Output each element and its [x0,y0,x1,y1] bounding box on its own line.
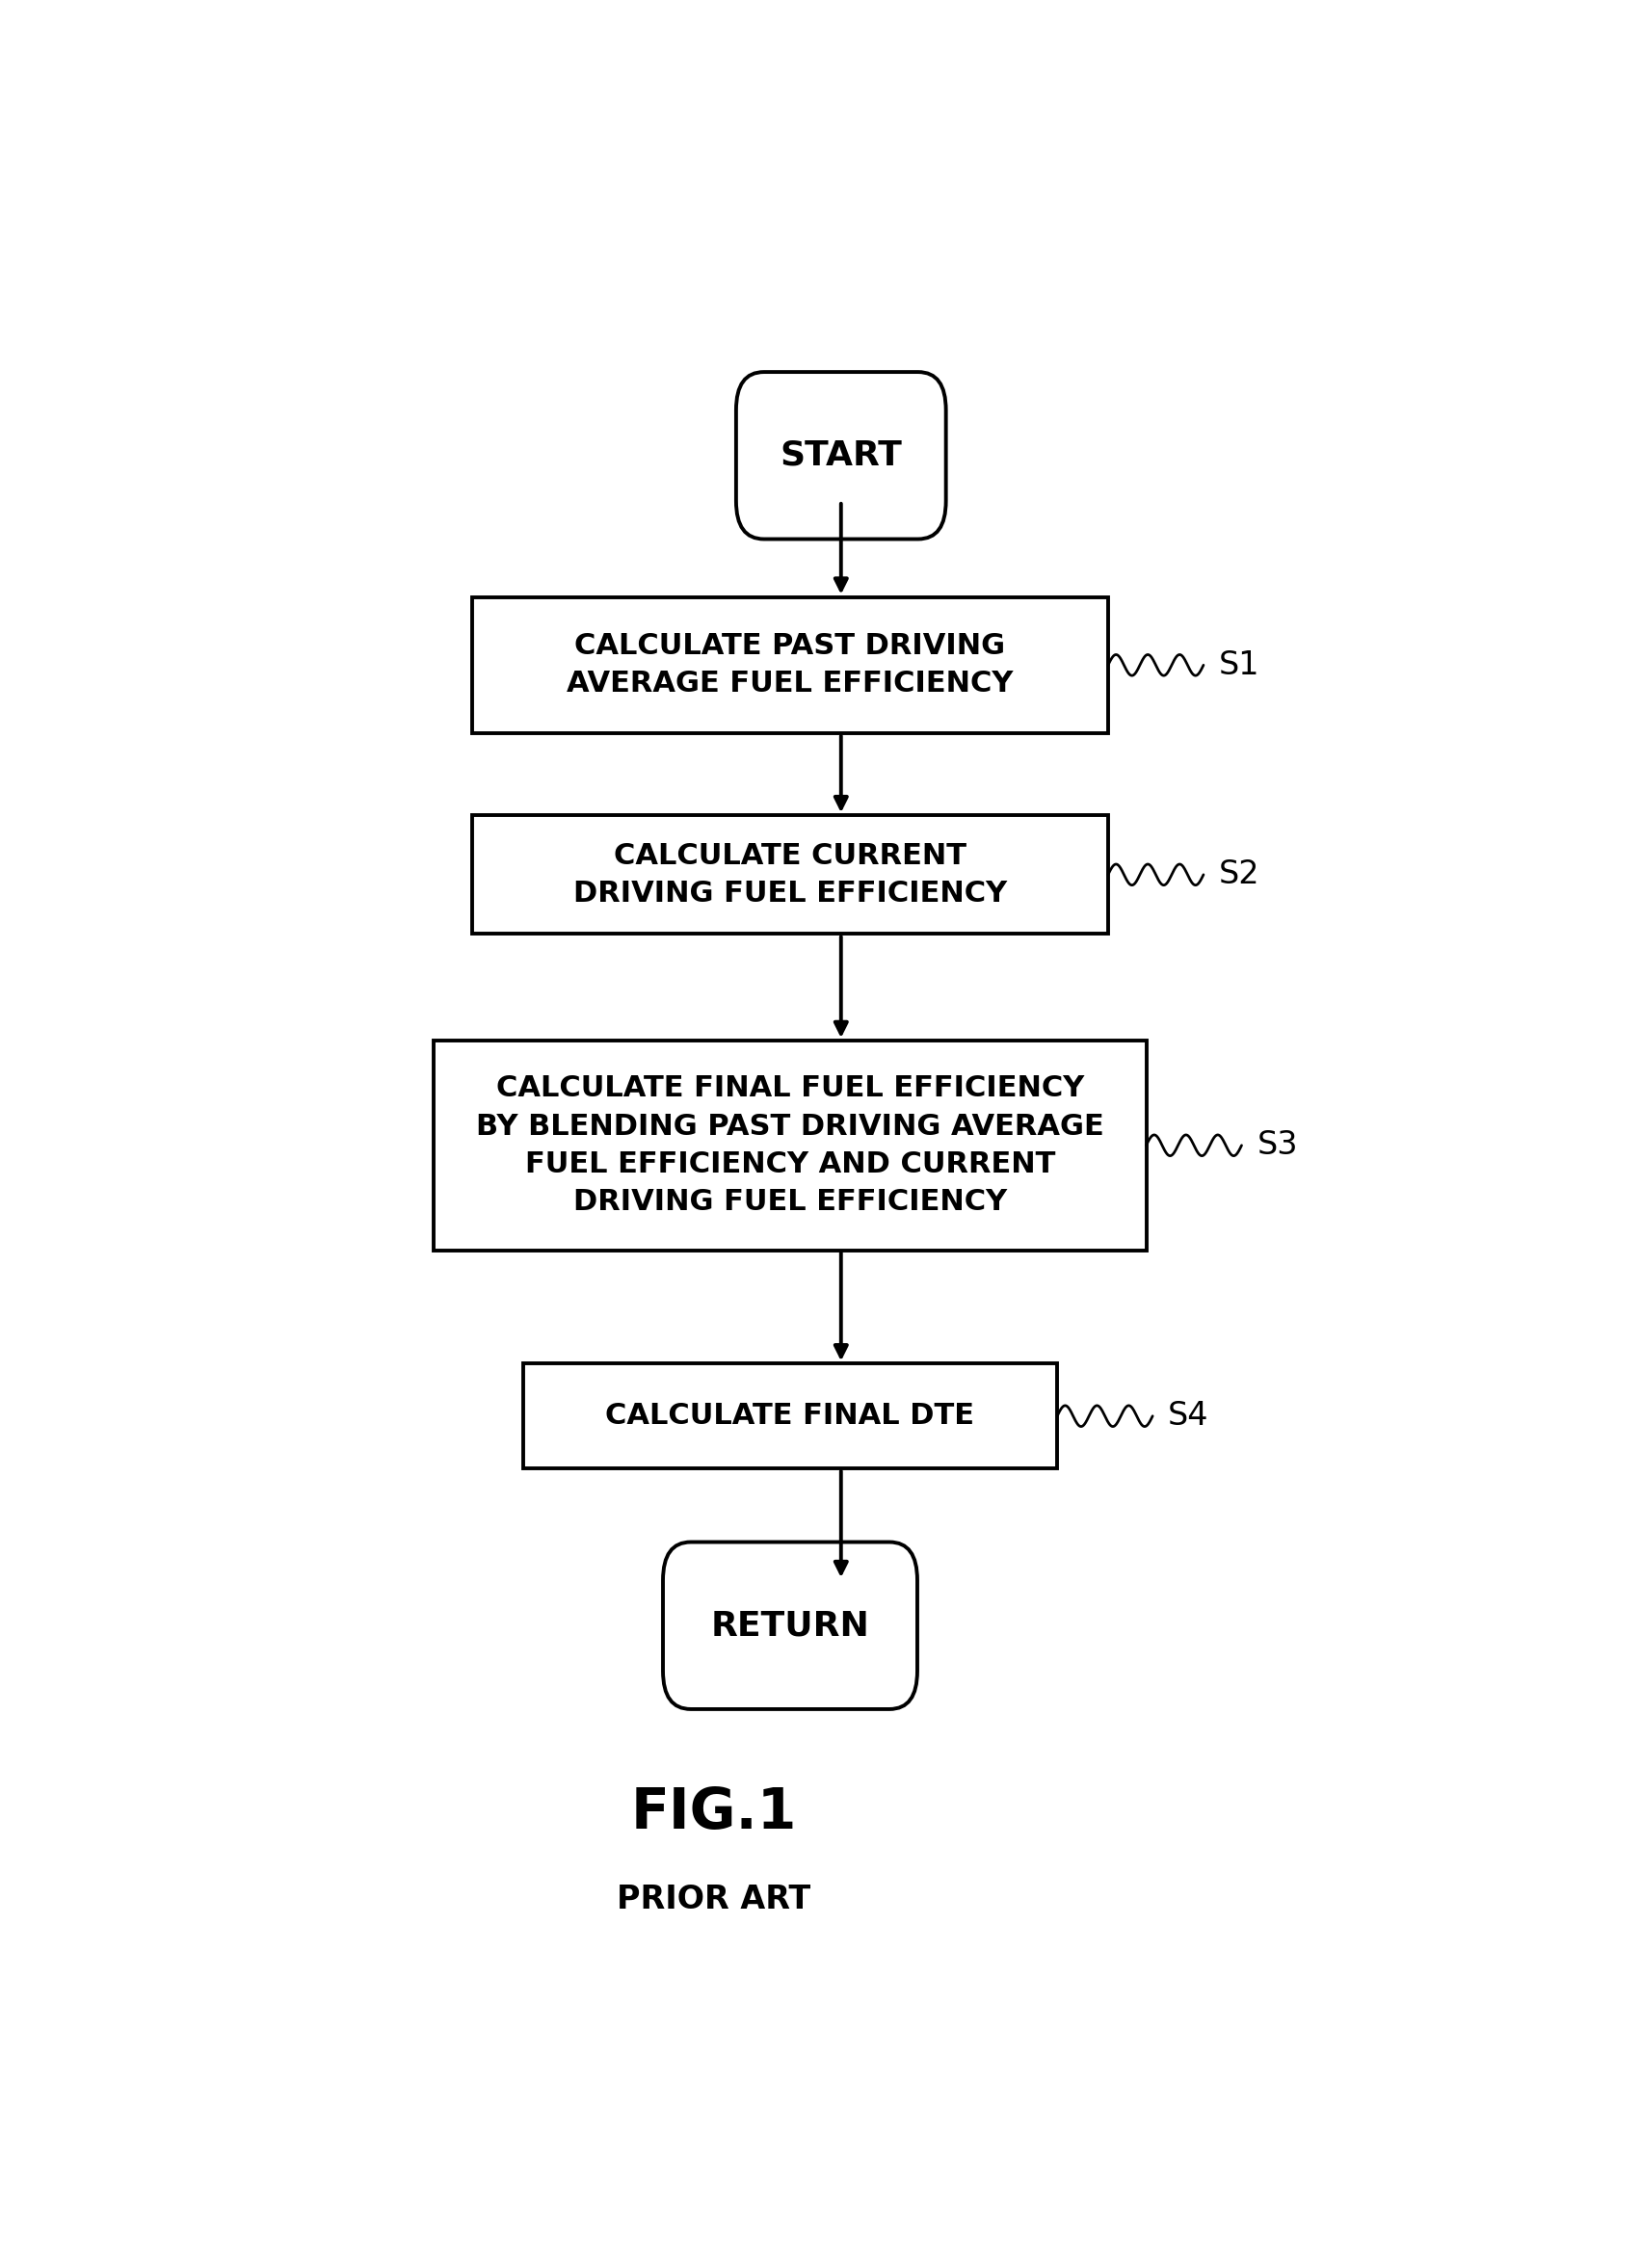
Text: CALCULATE FINAL FUEL EFFICIENCY
BY BLENDING PAST DRIVING AVERAGE
FUEL EFFICIENCY: CALCULATE FINAL FUEL EFFICIENCY BY BLEND… [476,1075,1104,1216]
Text: CALCULATE FINAL DTE: CALCULATE FINAL DTE [606,1402,975,1431]
Text: PRIOR ART: PRIOR ART [617,1885,811,1916]
Bar [473,596,1108,733]
FancyBboxPatch shape [663,1542,917,1710]
Bar [523,1363,1057,1467]
Bar [433,1041,1147,1250]
FancyBboxPatch shape [737,372,945,540]
Text: CALCULATE PAST DRIVING
AVERAGE FUEL EFFICIENCY: CALCULATE PAST DRIVING AVERAGE FUEL EFFI… [566,633,1014,699]
Text: S2: S2 [1219,860,1260,891]
Text: S4: S4 [1168,1399,1209,1431]
Text: CALCULATE CURRENT
DRIVING FUEL EFFICIENCY: CALCULATE CURRENT DRIVING FUEL EFFICIENC… [573,841,1008,907]
Bar [473,814,1108,934]
Text: RETURN: RETURN [711,1610,870,1642]
Text: S1: S1 [1219,649,1260,680]
Text: S3: S3 [1257,1129,1298,1161]
Text: FIG.1: FIG.1 [630,1785,798,1839]
Text: START: START [779,440,903,472]
